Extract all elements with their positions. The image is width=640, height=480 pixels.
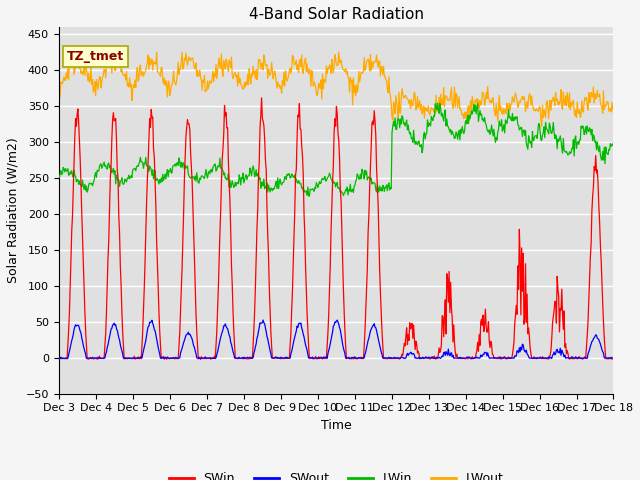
Y-axis label: Solar Radiation (W/m2): Solar Radiation (W/m2): [7, 138, 20, 283]
Title: 4-Band Solar Radiation: 4-Band Solar Radiation: [248, 7, 424, 22]
Text: TZ_tmet: TZ_tmet: [67, 50, 124, 63]
X-axis label: Time: Time: [321, 419, 351, 432]
Legend: SWin, SWout, LWin, LWout: SWin, SWout, LWin, LWout: [164, 467, 509, 480]
